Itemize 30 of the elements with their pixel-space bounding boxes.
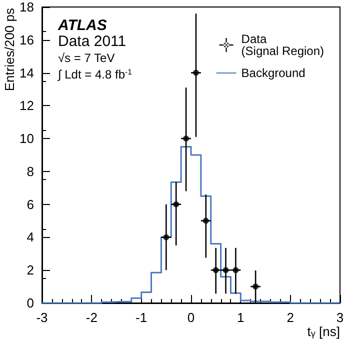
point [163, 234, 170, 240]
y-tick-label: 4 [26, 230, 34, 245]
y-tick-label: 14 [20, 65, 34, 80]
point [173, 201, 180, 208]
x-tick-label: 1 [237, 310, 244, 325]
x-tick-label: 2 [286, 310, 294, 325]
point [202, 218, 209, 224]
annotation: ATLAS [57, 17, 107, 34]
point [192, 70, 199, 76]
annotation: Data 2011 [58, 33, 126, 50]
x-tick-label: 3 [336, 310, 344, 325]
y-tick-label: 16 [20, 32, 34, 48]
y-tick-label: 12 [20, 98, 34, 114]
y-tick-label: 0 [26, 296, 34, 310]
y-tick-label: 2 [26, 262, 34, 278]
x-tick-label: 0 [187, 310, 195, 325]
y-tick-label: 6 [26, 196, 34, 212]
x-tick-label: -2 [86, 310, 98, 325]
legend-label: Background [241, 66, 306, 80]
y-tick-label: 10 [20, 131, 34, 146]
y-axis-title: Entries/200 ps [2, 8, 17, 92]
annotation: √s = 7 TeV [58, 51, 115, 65]
x-tick-label: -3 [36, 310, 48, 325]
point [183, 136, 190, 142]
point [252, 284, 259, 290]
x-tick-label: -1 [136, 310, 148, 325]
legend-label: Data (Signal Region) [241, 32, 324, 58]
x-axis-title: tγ [ns] [307, 324, 340, 339]
y-tick-label: 18 [20, 0, 34, 14]
y-tick-label: 8 [26, 164, 34, 179]
